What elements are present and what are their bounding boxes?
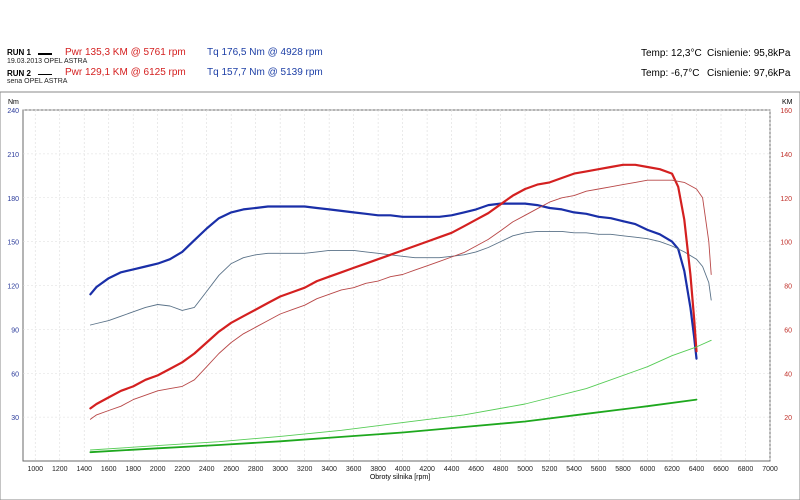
x-tick-label: 7000: [762, 466, 778, 473]
left-y-tick-label: 30: [11, 415, 19, 422]
x-tick-label: 3200: [297, 466, 313, 473]
x-tick-label: 1200: [52, 466, 68, 473]
x-tick-label: 1000: [27, 466, 43, 473]
x-tick-label: 5800: [615, 466, 631, 473]
x-tick-label: 2800: [248, 466, 264, 473]
run2-date: sena OPEL ASTRA: [7, 78, 68, 85]
right-y-tick-label: 160: [780, 108, 792, 115]
run2-torque: Tq 157,7 Nm @ 5139 rpm: [207, 67, 323, 78]
left-y-tick-label: 120: [7, 284, 19, 291]
run2-temp: Temp: -6,7°C: [641, 68, 700, 79]
x-tick-label: 3800: [370, 466, 386, 473]
left-y-tick-label: 240: [7, 108, 19, 115]
x-tick-label: 4000: [395, 466, 411, 473]
x-tick-label: 4600: [468, 466, 484, 473]
x-tick-label: 3400: [321, 466, 337, 473]
x-tick-label: 2000: [150, 466, 166, 473]
run1-torque: Tq 176,5 Nm @ 4928 rpm: [207, 47, 323, 58]
x-tick-label: 2600: [223, 466, 239, 473]
x-tick-label: 4800: [493, 466, 509, 473]
x-tick-label: 6000: [640, 466, 656, 473]
series-line-tq1: [89, 202, 698, 360]
x-tick-label: 5600: [591, 466, 607, 473]
right-y-tick-label: 100: [780, 240, 792, 247]
x-tick-label: 1600: [101, 466, 117, 473]
x-tick-label: 1400: [76, 466, 92, 473]
run1-pressure: Cisnienie: 95,8kPa: [707, 48, 791, 59]
series-line-pwr1: [89, 163, 698, 410]
series-line-loss2: [89, 339, 712, 451]
run1-power: Pwr 135,3 KM @ 5761 rpm: [65, 47, 186, 58]
x-tick-label: 6400: [689, 466, 705, 473]
right-axis-unit: KM: [782, 99, 793, 106]
x-tick-label: 2200: [174, 466, 190, 473]
x-tick-label: 6600: [713, 466, 729, 473]
x-tick-label: 6200: [664, 466, 680, 473]
right-y-tick-label: 140: [780, 152, 792, 159]
right-y-tick-label: 20: [784, 415, 792, 422]
left-y-tick-label: 150: [7, 240, 19, 247]
x-tick-label: 2400: [199, 466, 215, 473]
x-tick-label: 4400: [444, 466, 460, 473]
left-y-tick-label: 90: [11, 327, 19, 334]
x-tick-label: 6800: [738, 466, 754, 473]
series-line-pwr2: [89, 179, 712, 420]
right-y-tick-label: 80: [784, 284, 792, 291]
x-tick-label: 3600: [346, 466, 362, 473]
left-axis-unit: Nm: [8, 99, 19, 106]
right-y-tick-label: 120: [780, 196, 792, 203]
series-line-tq2: [89, 230, 712, 326]
left-y-tick-label: 210: [7, 152, 19, 159]
run2-power: Pwr 129,1 KM @ 6125 rpm: [65, 67, 186, 78]
right-y-tick-label: 40: [784, 371, 792, 378]
run1-temp: Temp: 12,3°C: [641, 48, 702, 59]
left-y-tick-label: 180: [7, 196, 19, 203]
header: RUN 1 19.03.2013 OPEL ASTRA Pwr 135,3 KM…: [0, 0, 800, 86]
left-y-tick-label: 60: [11, 371, 19, 378]
x-axis-label: Obroty silnika [rpm]: [370, 474, 430, 481]
x-tick-label: 1800: [125, 466, 141, 473]
x-tick-label: 3000: [272, 466, 288, 473]
x-tick-label: 5200: [542, 466, 558, 473]
run2-pressure: Cisnienie: 97,6kPa: [707, 68, 791, 79]
right-y-tick-label: 60: [784, 327, 792, 334]
series-line-loss1: [89, 398, 698, 454]
run2-label: RUN 2: [7, 69, 32, 78]
x-tick-label: 5000: [517, 466, 533, 473]
run2-line-sample: [38, 74, 52, 75]
x-tick-label: 4200: [419, 466, 435, 473]
run1-date: 19.03.2013 OPEL ASTRA: [7, 58, 88, 65]
run1-line-sample: [38, 53, 52, 55]
run1-label: RUN 1: [7, 48, 32, 57]
x-tick-label: 5400: [566, 466, 582, 473]
